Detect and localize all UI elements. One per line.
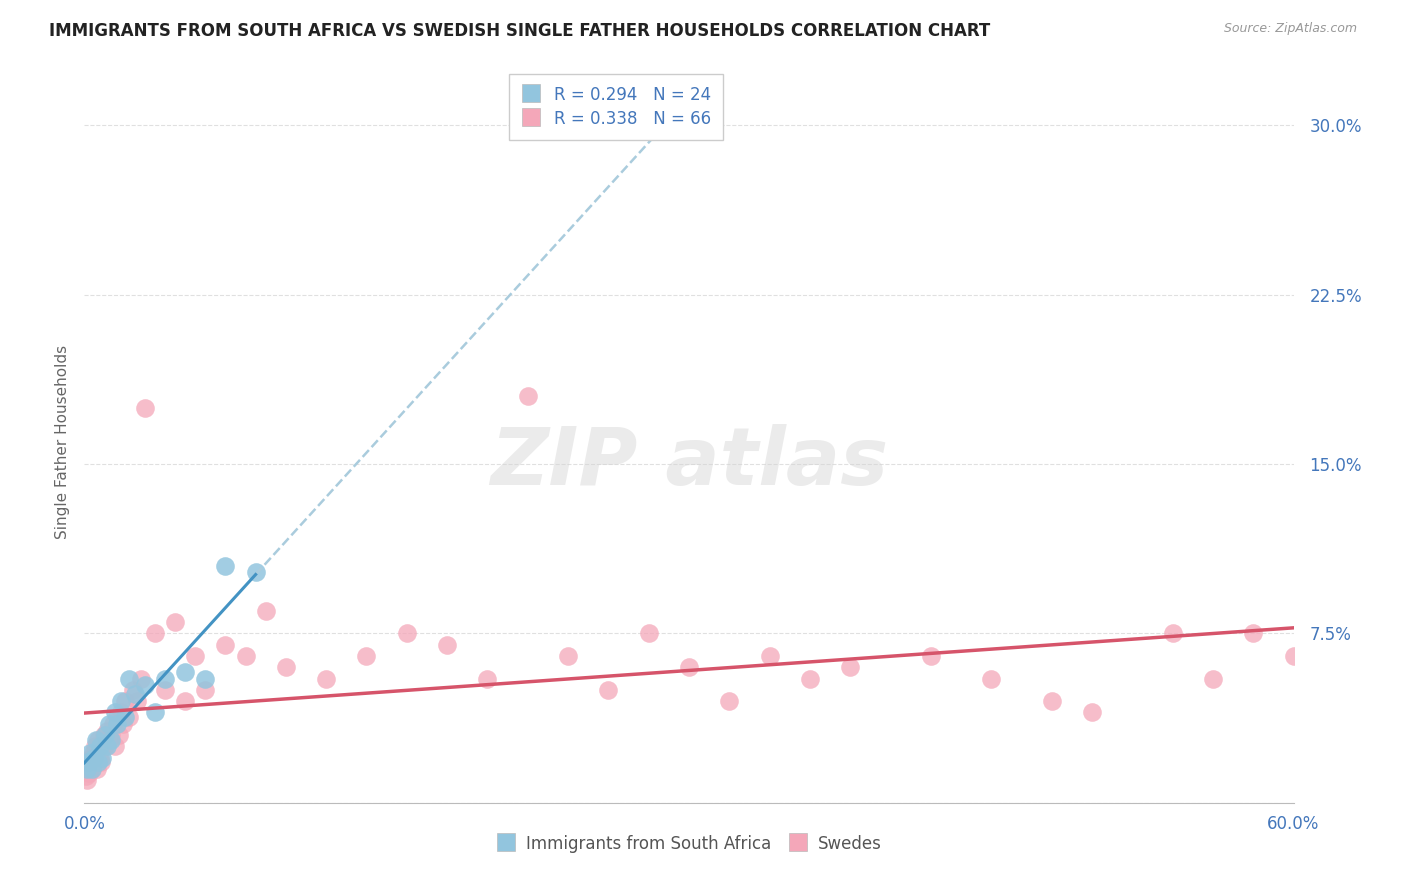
Text: ZIP atlas: ZIP atlas [489, 425, 889, 502]
Point [76, 762, 98, 776]
Point [637, 626, 659, 640]
Point [516, 389, 538, 403]
Point [598, 682, 620, 697]
Point [101, 716, 124, 731]
Point [184, 648, 207, 663]
Point [105, 710, 128, 724]
Point [125, 694, 148, 708]
Point [134, 678, 156, 692]
Point [194, 672, 217, 686]
Point [89, 746, 111, 760]
Point [477, 672, 499, 686]
Point [104, 706, 127, 720]
Point [194, 682, 217, 697]
Point [97, 716, 120, 731]
Point [356, 648, 378, 663]
Point [274, 660, 297, 674]
Point [77, 762, 100, 776]
Point [89, 739, 111, 754]
Point [86, 750, 108, 764]
Point [93, 728, 115, 742]
Point [557, 648, 579, 663]
Point [82, 762, 104, 776]
Point [153, 682, 176, 697]
Point [235, 648, 257, 663]
Point [153, 672, 176, 686]
Point [90, 755, 112, 769]
Point [980, 672, 1002, 686]
Point [214, 638, 236, 652]
Point [118, 710, 141, 724]
Point [91, 750, 114, 764]
Point [77, 755, 100, 769]
Text: Source: ZipAtlas.com: Source: ZipAtlas.com [1223, 22, 1357, 36]
Point [436, 638, 458, 652]
Point [110, 694, 132, 708]
Point [114, 694, 136, 708]
Point [91, 739, 114, 754]
Point [315, 672, 337, 686]
Point [758, 648, 780, 663]
Point [87, 732, 110, 747]
Point [107, 728, 129, 742]
Point [1161, 626, 1184, 640]
Point [110, 706, 132, 720]
Point [245, 566, 267, 580]
Point [1081, 706, 1104, 720]
Point [83, 750, 105, 764]
Point [174, 665, 197, 679]
Point [395, 626, 418, 640]
Point [104, 739, 127, 754]
Point [96, 723, 118, 738]
Point [114, 710, 136, 724]
Point [79, 755, 101, 769]
Point [87, 755, 110, 769]
Point [97, 732, 120, 747]
Point [143, 706, 166, 720]
Point [80, 750, 103, 764]
Point [254, 604, 277, 618]
Point [214, 558, 236, 573]
Point [1282, 648, 1305, 663]
Point [165, 615, 187, 630]
Point [134, 401, 156, 415]
Point [86, 762, 108, 776]
Point [124, 687, 146, 701]
Point [111, 716, 134, 731]
Point [96, 739, 118, 754]
Point [79, 766, 101, 780]
Legend: Immigrants from South Africa, Swedes: Immigrants from South Africa, Swedes [489, 828, 889, 860]
Point [143, 626, 166, 640]
Point [839, 660, 862, 674]
Point [121, 682, 143, 697]
Point [718, 694, 741, 708]
Point [93, 728, 115, 742]
Point [86, 732, 108, 747]
Point [129, 672, 152, 686]
Point [82, 762, 104, 776]
Text: IMMIGRANTS FROM SOUTH AFRICA VS SWEDISH SINGLE FATHER HOUSEHOLDS CORRELATION CHA: IMMIGRANTS FROM SOUTH AFRICA VS SWEDISH … [49, 22, 990, 40]
Point [75, 769, 97, 783]
Y-axis label: Single Father Households: Single Father Households [55, 344, 70, 539]
Point [1241, 626, 1264, 640]
Point [79, 746, 101, 760]
Point [82, 746, 104, 760]
Point [84, 739, 107, 754]
Point [118, 672, 141, 686]
Point [920, 648, 942, 663]
Point [100, 728, 122, 742]
Point [89, 750, 111, 764]
Point [174, 694, 197, 708]
Point [83, 755, 105, 769]
Point [1202, 672, 1225, 686]
Point [105, 716, 128, 731]
Point [678, 660, 700, 674]
Point [93, 739, 115, 754]
Point [799, 672, 821, 686]
Point [100, 732, 122, 747]
Point [1040, 694, 1063, 708]
Point [76, 773, 98, 788]
